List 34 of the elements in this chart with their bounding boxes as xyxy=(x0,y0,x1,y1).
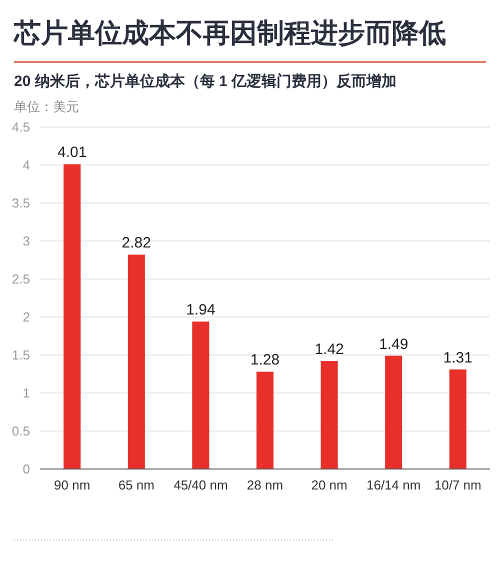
bar xyxy=(128,254,145,469)
data-label: 2.82 xyxy=(122,234,152,252)
data-label: 1.42 xyxy=(314,341,344,358)
x-tick-label: 45/40 nm xyxy=(174,478,228,492)
chart-title: 芯片单位成本不再因制程进步而降低 xyxy=(13,18,446,48)
data-label: 4.01 xyxy=(58,144,87,162)
chart-subtitle: 20 纳米后，芯片单位成本（每 1 亿逻辑门费用）反而增加 xyxy=(14,72,397,90)
bar xyxy=(320,361,338,469)
y-tick-label: 4.5 xyxy=(12,120,30,134)
x-tick-label: 10/7 nm xyxy=(434,478,482,492)
data-label: 1.94 xyxy=(186,302,216,319)
bar xyxy=(385,356,402,469)
data-label: 1.49 xyxy=(378,336,408,353)
y-tick-label: 1.5 xyxy=(12,348,30,362)
bar xyxy=(192,322,210,469)
data-label: 1.28 xyxy=(250,352,280,369)
y-tick-label: 0.5 xyxy=(12,424,30,438)
bar xyxy=(449,369,466,469)
data-label: 1.31 xyxy=(443,349,472,366)
x-tick-label: 20 nm xyxy=(311,478,348,492)
y-tick-label: 0 xyxy=(22,462,30,476)
y-tick-label: 4 xyxy=(22,158,30,172)
x-tick-label: 28 nm xyxy=(246,478,284,492)
x-tick-label: 16/14 nm xyxy=(366,478,421,492)
bar xyxy=(64,164,81,469)
y-axis-title: 单位：美元 xyxy=(14,99,79,114)
y-tick-label: 3 xyxy=(22,234,30,248)
bar xyxy=(256,372,274,469)
x-tick-label: 90 nm xyxy=(54,478,90,492)
y-tick-label: 1 xyxy=(22,386,30,400)
y-tick-label: 3.5 xyxy=(12,196,30,210)
y-tick-label: 2 xyxy=(22,310,30,324)
x-tick-label: 65 nm xyxy=(118,478,154,492)
y-tick-label: 2.5 xyxy=(12,272,30,286)
